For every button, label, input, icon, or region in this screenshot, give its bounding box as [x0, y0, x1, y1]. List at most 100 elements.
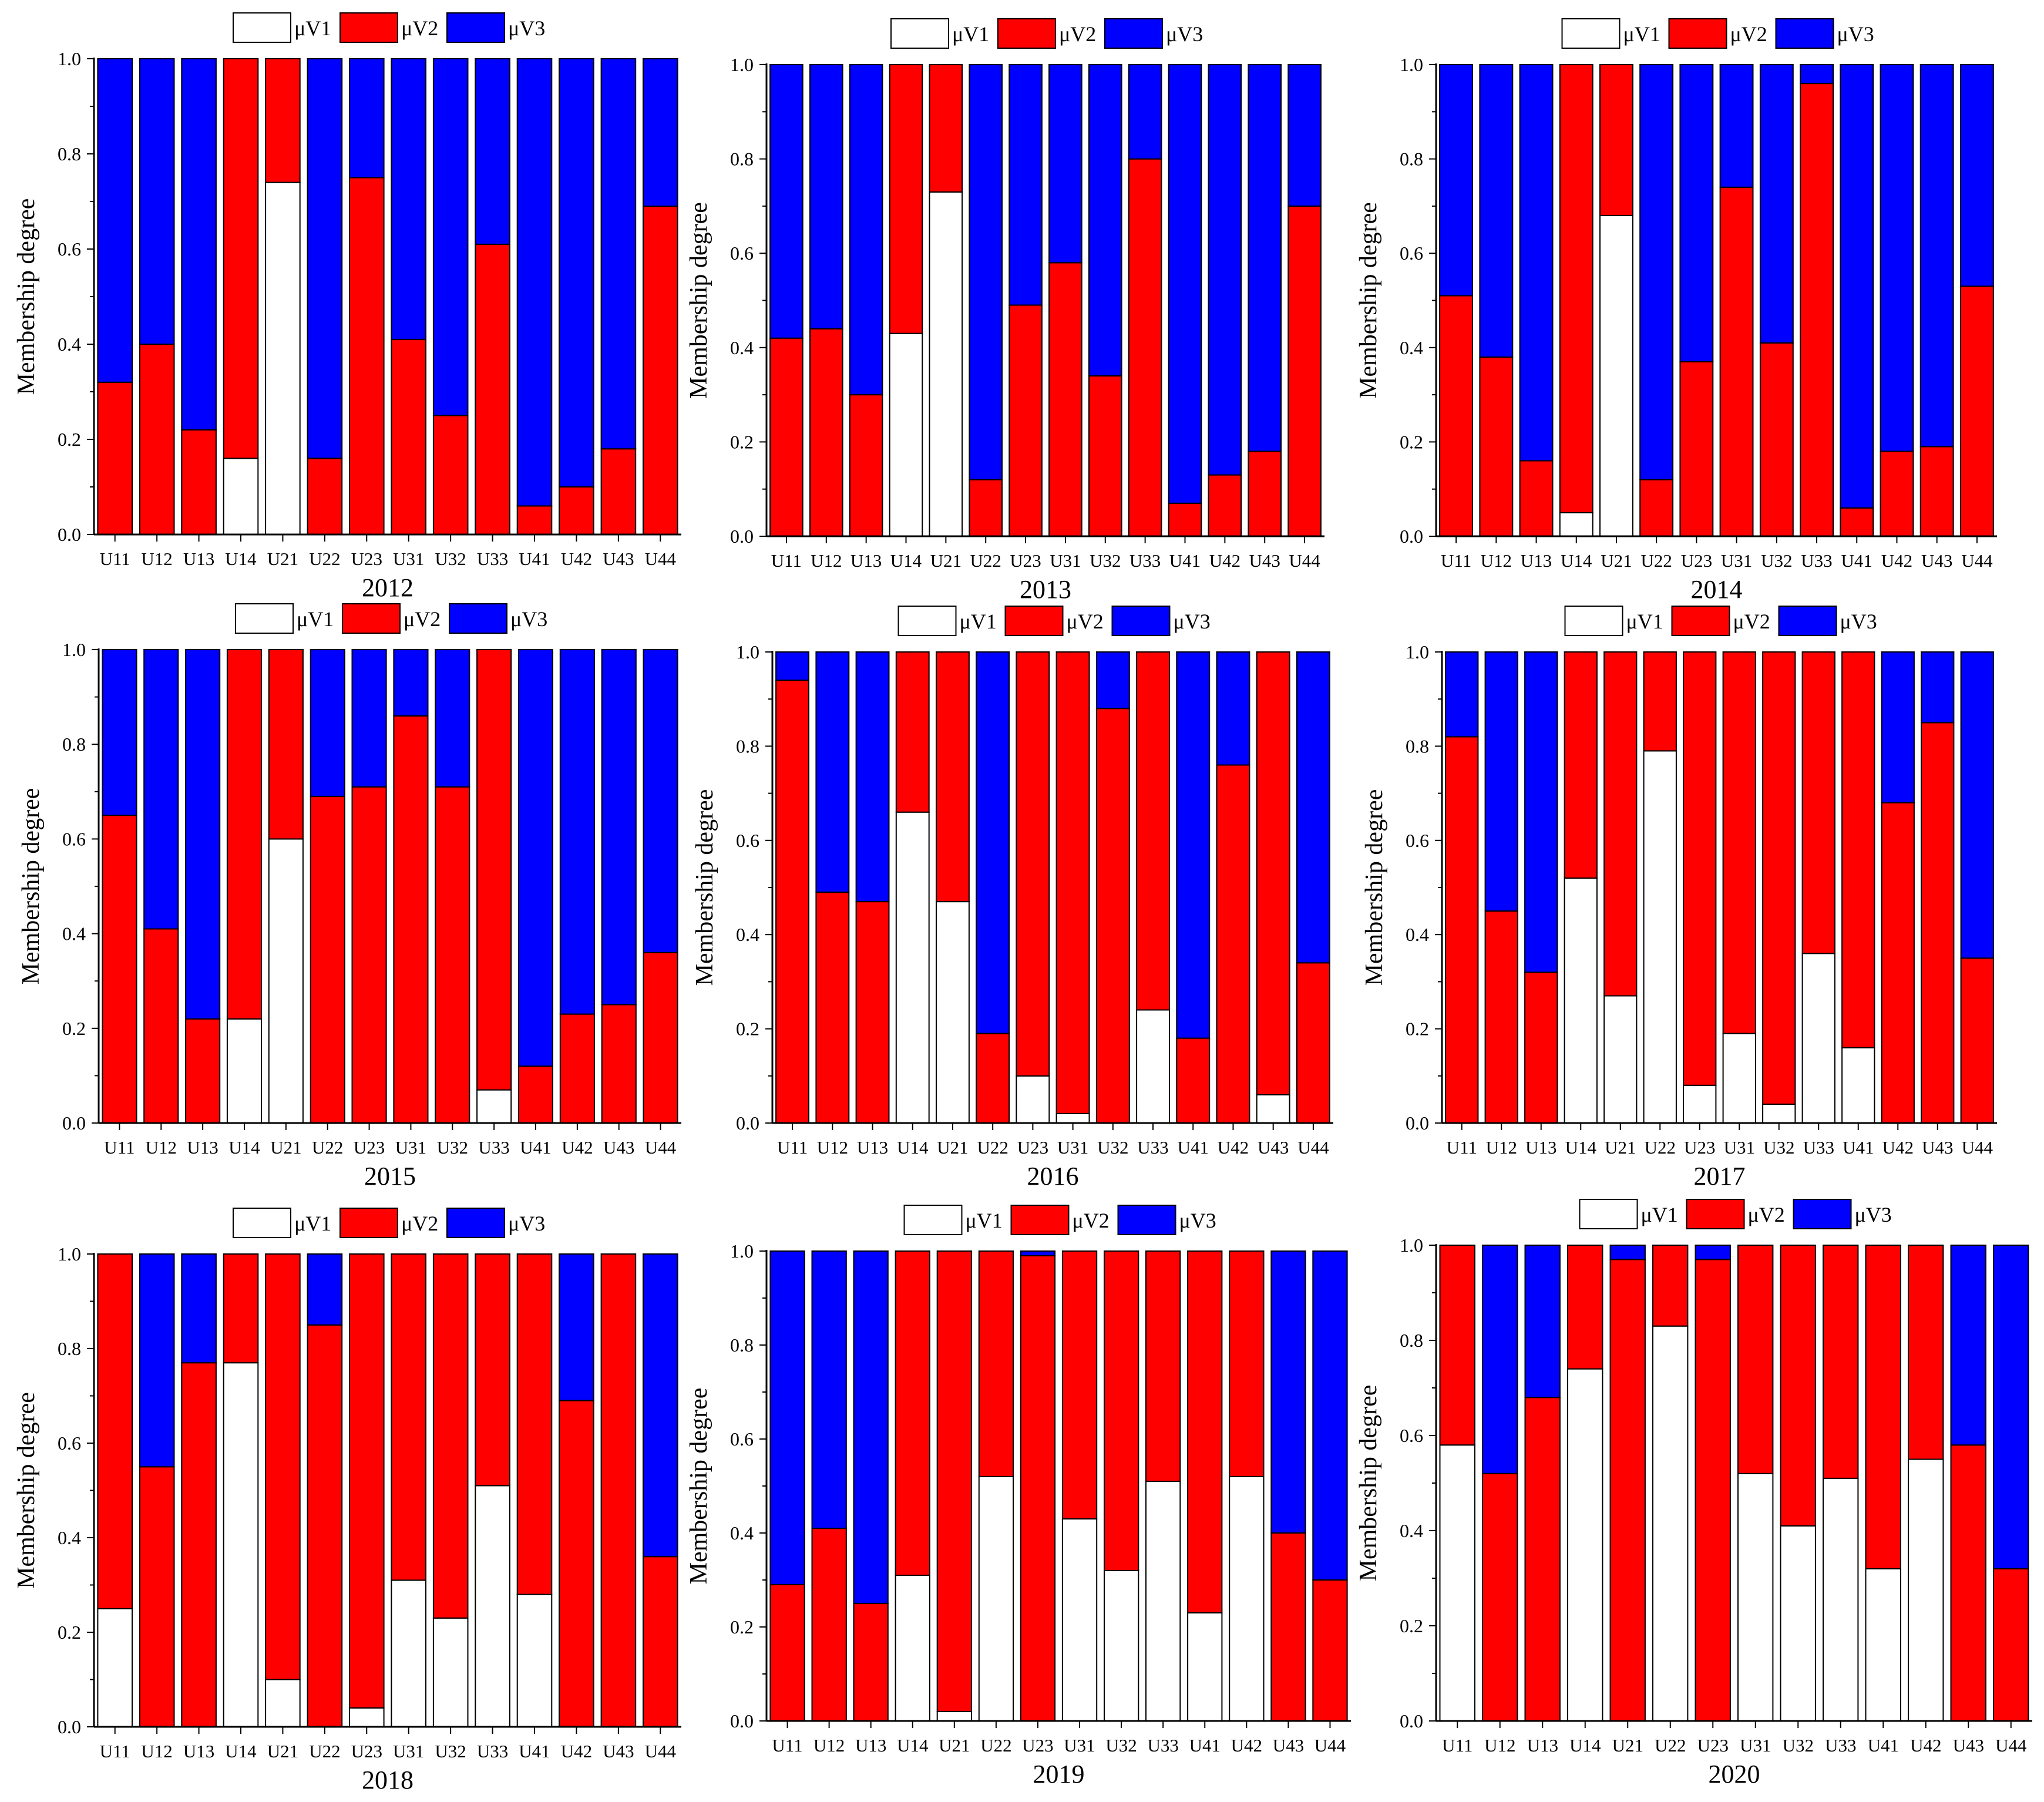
y-tick-label: 0.4: [1400, 1520, 1423, 1541]
x-tick-label: U41: [520, 1137, 551, 1158]
x-tick-label: U42: [1231, 1735, 1262, 1756]
bar-segment-u44-v2: [1960, 957, 1994, 1124]
x-tick-label: U13: [183, 1741, 214, 1761]
legend-label-v2: μV2: [401, 16, 438, 40]
bar-segment-u41-v1: [1187, 1612, 1223, 1722]
chart-panel-2013: U11 U12 U13 U14 U21 U22 U23 U31 U32 U33 U41 U42 U43 U…: [685, 18, 1324, 604]
bar-segment-u43-v3: [1270, 1250, 1306, 1534]
x-tick-label: U11: [104, 1137, 135, 1158]
bar-segment-u13-v2: [1524, 1397, 1561, 1722]
x-tick-label: U42: [1910, 1735, 1941, 1756]
bar-segment-u11-v3: [769, 64, 804, 339]
bar-segment-u41-v2: [517, 1065, 554, 1124]
bar-segment-u13-v2: [181, 1362, 217, 1727]
bar-segment-u13-v2: [853, 1603, 889, 1722]
x-tick-label: U12: [811, 550, 842, 571]
x-tick-label: U31: [393, 1741, 424, 1761]
bar-segment-u23-v2: [1020, 1255, 1056, 1722]
x-tick-label: U31: [1050, 550, 1081, 571]
bar-segment-u44-v2: [1993, 1568, 2029, 1722]
x-tick-label: U43: [1258, 1137, 1289, 1158]
bar-segment-u22-v3: [307, 1253, 343, 1326]
y-tick-label: 0.4: [58, 1527, 81, 1548]
bar-segment-u14-v1: [223, 1362, 259, 1727]
bar-segment-u21-v2: [265, 1253, 301, 1680]
bar-segment-u31-v3: [1719, 64, 1754, 188]
bar-segment-u22-v2: [978, 1250, 1014, 1477]
x-tick-label: U41: [1843, 1137, 1874, 1158]
bar-segment-u13-v3: [1519, 64, 1554, 462]
bar-segment-u42-v2: [1216, 764, 1250, 1124]
x-tick-label: U43: [603, 549, 634, 569]
y-tick-label: 0.0: [1400, 526, 1423, 547]
bar-segment-u33-v3: [1800, 64, 1834, 85]
x-tick-label: U23: [1022, 1735, 1053, 1756]
bar-segment-u41-v1: [1841, 1047, 1875, 1124]
y-axis-title: Membership degree: [1355, 202, 1382, 399]
x-tick-label: U22: [309, 1741, 340, 1761]
y-tick-label: 0.8: [730, 1334, 754, 1356]
y-tick-label: 0.8: [1400, 149, 1423, 170]
x-tick-label: U32: [1097, 1137, 1128, 1158]
bar-segment-u13-v3: [849, 64, 883, 396]
y-tick-label: 0.6: [736, 830, 759, 851]
bar-segment-u14-v1: [226, 1018, 262, 1124]
x-tick-label: U23: [351, 1741, 382, 1761]
bar-segment-u22-v3: [307, 58, 343, 459]
bar-segment-u31-v2: [391, 1253, 427, 1581]
bar-segment-u44-v3: [1287, 64, 1322, 207]
bar-segment-u33-v2: [1136, 651, 1170, 1011]
x-tick-label: U32: [435, 549, 466, 569]
bar-segment-u32-v2: [1104, 1250, 1139, 1571]
bar-segment-u13-v2: [185, 1018, 221, 1124]
bar-segment-u14-v2: [223, 1253, 259, 1364]
legend-swatch-v1: [897, 606, 957, 636]
bar-segment-u13-v2: [1524, 971, 1558, 1124]
bar-segment-u31-v2: [1722, 651, 1756, 1034]
bar-segment-u21-v2: [936, 1250, 972, 1712]
x-tick-label: U11: [772, 1735, 802, 1756]
x-tick-label: U44: [1297, 1137, 1329, 1158]
y-tick-label: 0.0: [730, 1710, 754, 1732]
x-tick-label: U21: [1605, 1137, 1636, 1158]
y-tick-label: 0.6: [1406, 830, 1429, 851]
bar-segment-u41-v3: [517, 649, 554, 1067]
bar-segment-u41-v2: [516, 505, 553, 536]
y-tick-label: 0.8: [58, 1338, 81, 1359]
bar-segment-u42-v1: [1908, 1458, 1944, 1722]
legend-swatch-v1: [1579, 1199, 1638, 1229]
bar-segment-u23-v2: [349, 1253, 385, 1709]
bar-segment-u42-v2: [559, 1400, 594, 1728]
legend-swatch-v3: [1111, 606, 1171, 636]
y-tick-label: 0.4: [730, 337, 754, 358]
bar-segment-u44-v2: [1287, 205, 1322, 537]
x-tick-label: U23: [1684, 1137, 1715, 1158]
y-tick-label: 1.0: [730, 1240, 754, 1262]
y-tick-label: 0.6: [58, 1433, 81, 1454]
x-tick-label: U43: [1273, 1735, 1304, 1756]
bar-segment-u22-v2: [1643, 651, 1677, 752]
x-tick-label: U13: [857, 1137, 888, 1158]
legend-swatch-v2: [339, 12, 398, 43]
bar-segment-u14-v2: [889, 64, 923, 334]
x-tick-label: U43: [1953, 1735, 1984, 1756]
bar-segment-u42-v3: [1881, 651, 1915, 803]
y-tick-label: 0.4: [736, 924, 759, 945]
x-tick-label: U44: [1995, 1735, 2027, 1756]
bar-segment-u41-v1: [1865, 1568, 1901, 1722]
y-axis-title: Membership degree: [1361, 789, 1388, 986]
bar-segment-u32-v3: [1095, 651, 1130, 710]
bar-segment-u22-v2: [1652, 1245, 1689, 1327]
bar-segment-u12-v2: [809, 328, 843, 537]
bar-segment-u41-v3: [1840, 64, 1874, 509]
bar-segment-u44-v2: [1959, 285, 1994, 537]
bar-segment-u42-v1: [1229, 1476, 1265, 1722]
bar-segment-u22-v1: [1643, 750, 1677, 1124]
chart-year-title: 2020: [1709, 1760, 1760, 1788]
x-tick-label: U42: [562, 1137, 593, 1158]
legend-swatch-v2: [1004, 606, 1064, 636]
bar-segment-u32-v2: [435, 786, 470, 1124]
bar-segment-u14-v1: [223, 458, 259, 536]
bar-segment-u12-v3: [139, 1253, 175, 1468]
